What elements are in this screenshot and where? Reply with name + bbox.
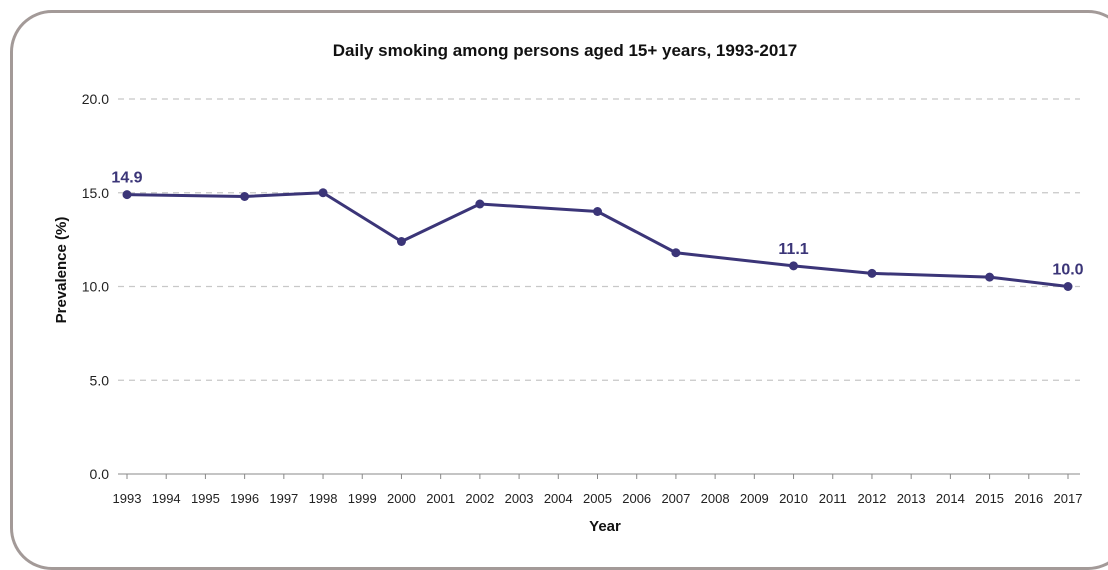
series-line xyxy=(126,191,1069,288)
y-axis-ticks: 0.0 5.0 10.0 15.0 20.0 xyxy=(82,91,109,482)
y-tick-label: 15.0 xyxy=(82,185,109,201)
x-tick-label: 2009 xyxy=(740,491,769,506)
x-tick-label: 2004 xyxy=(544,491,573,506)
x-tick-label: 1994 xyxy=(152,491,181,506)
data-point xyxy=(1063,282,1073,291)
x-tick-label: 2010 xyxy=(779,491,808,506)
data-point xyxy=(867,268,877,278)
x-tick-label: 2008 xyxy=(701,491,730,506)
y-tick-label: 0.0 xyxy=(90,466,110,482)
x-axis-label: Year xyxy=(589,518,621,535)
data-point xyxy=(475,199,485,209)
x-tick-label: 1997 xyxy=(269,491,298,506)
data-point xyxy=(671,248,681,258)
x-tick-label: 1999 xyxy=(348,491,377,506)
x-tick-label: 2012 xyxy=(857,491,886,506)
data-label: 14.9 xyxy=(111,170,142,187)
x-tick-label: 2013 xyxy=(897,491,926,506)
y-tick-label: 10.0 xyxy=(82,279,109,295)
x-tick-label: 1998 xyxy=(309,491,338,506)
data-point xyxy=(318,188,328,198)
y-axis-label: Prevalence (%) xyxy=(53,217,70,324)
x-tick-label: 2015 xyxy=(975,491,1004,506)
data-label: 11.1 xyxy=(778,241,808,258)
x-tick-label: 1996 xyxy=(230,491,259,506)
series-group xyxy=(122,188,1073,291)
x-tick-label: 2014 xyxy=(936,491,965,506)
chart-frame xyxy=(10,10,1108,570)
x-tick-label: 2005 xyxy=(583,491,612,506)
x-tick-label: 2001 xyxy=(426,491,455,506)
x-tick-label: 2003 xyxy=(505,491,534,506)
line-chart: Daily smoking among persons aged 15+ yea… xyxy=(53,41,1084,535)
x-tick-label: 2017 xyxy=(1054,491,1083,506)
x-tick-label: 2000 xyxy=(387,491,416,506)
y-tick-label: 20.0 xyxy=(82,91,109,107)
data-point xyxy=(985,272,995,282)
data-point xyxy=(396,237,406,246)
x-tick-label: 1993 xyxy=(113,491,142,506)
data-point xyxy=(789,261,799,271)
y-tick-label: 5.0 xyxy=(90,372,110,388)
data-point xyxy=(122,190,132,200)
x-tick-label: 1995 xyxy=(191,491,220,506)
data-point xyxy=(593,207,602,216)
x-tick-label: 2016 xyxy=(1014,491,1043,506)
data-label: 10.0 xyxy=(1052,262,1083,279)
gridlines xyxy=(118,98,1080,381)
x-tick-label: 2002 xyxy=(465,491,494,506)
x-tick-label: 2011 xyxy=(819,491,847,506)
x-tick-label: 2006 xyxy=(622,491,651,506)
x-tick-label: 2007 xyxy=(661,491,690,506)
data-labels: 14.9 11.1 10.0 xyxy=(111,170,1083,279)
x-axis: 1993 1994 1995 1996 1997 1998 1999 2000 2001 2002… xyxy=(113,473,1083,506)
chart-title: Daily smoking among persons aged 15+ yea… xyxy=(333,41,797,60)
data-point xyxy=(240,192,250,201)
